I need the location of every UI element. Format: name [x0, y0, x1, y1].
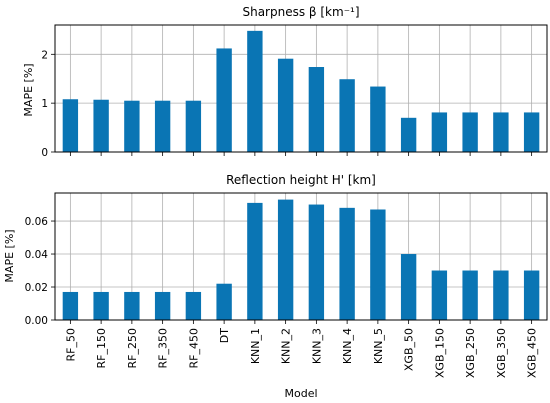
x-tick-label: RF_150 — [95, 328, 108, 368]
chart-title: Reflection height H' [km] — [226, 173, 376, 187]
x-tick-label: XGB_250 — [464, 328, 477, 378]
bar — [431, 270, 448, 320]
bar — [216, 283, 232, 320]
bar — [308, 204, 325, 320]
x-tick-label: RF_350 — [157, 328, 170, 368]
y-tick-label: 2 — [41, 49, 48, 61]
bar — [185, 291, 202, 320]
bar — [277, 58, 294, 153]
bar — [523, 112, 540, 152]
chart-title: Sharpness β [km⁻¹] — [242, 5, 359, 19]
bar — [462, 112, 478, 152]
bar — [216, 48, 232, 153]
bar — [462, 270, 478, 320]
axes-frame — [54, 192, 548, 321]
y-tick-label: 0.06 — [25, 216, 49, 228]
y-axis-label: MAPE [%] — [3, 229, 16, 282]
bar — [62, 291, 79, 320]
y-tick-label: 1 — [41, 98, 48, 110]
x-tick-label: RF_50 — [64, 328, 77, 361]
x-tick-label: RF_450 — [187, 328, 200, 368]
bar — [400, 117, 417, 152]
y-tick-label: 0.04 — [25, 249, 49, 261]
bar — [339, 79, 355, 152]
y-tick-label: 0.00 — [25, 315, 48, 327]
bar — [370, 86, 386, 152]
x-tick-label: RF_250 — [126, 328, 139, 368]
x-tick-label: XGB_350 — [495, 328, 508, 378]
x-tick-label: KNN_5 — [372, 328, 385, 364]
bar — [93, 291, 109, 320]
bar — [62, 99, 79, 152]
sharpness-chart: Sharpness β [km⁻¹] MAPE [%] 0 1 2 — [22, 5, 548, 159]
bar — [370, 209, 386, 320]
bar — [493, 112, 509, 152]
axes-frame — [54, 24, 548, 153]
x-tick-label: XGB_450 — [526, 328, 539, 378]
plot-area: 0 1 2 — [41, 24, 548, 159]
bar — [431, 112, 448, 152]
y-axis-label: MAPE [%] — [22, 63, 35, 116]
x-tick-label: KNN_4 — [341, 328, 354, 364]
bar — [339, 207, 355, 320]
y-tick-label: 0 — [41, 147, 48, 159]
x-tick-label: KNN_3 — [310, 328, 323, 364]
bar — [154, 100, 171, 152]
x-tick-label: XGB_50 — [403, 328, 416, 371]
x-tick-label: XGB_150 — [433, 328, 446, 378]
bar — [308, 67, 325, 152]
y-tick-label: 0.02 — [25, 282, 48, 294]
reflection-height-chart: Reflection height H' [km] MAPE [%] Model… — [3, 173, 548, 400]
bar — [124, 291, 140, 320]
bar — [523, 270, 540, 320]
bar — [400, 254, 417, 320]
bar — [493, 270, 509, 320]
bar — [247, 30, 263, 152]
bar — [247, 202, 263, 320]
x-tick-label: KNN_2 — [280, 328, 293, 364]
bar — [277, 199, 294, 320]
x-tick-label: KNN_1 — [249, 328, 262, 364]
bar — [185, 100, 202, 152]
x-tick-label: DT — [218, 328, 231, 343]
x-axis-label: Model — [284, 387, 317, 400]
bar — [154, 291, 171, 320]
bar — [124, 100, 140, 152]
plot-area: 0.00 0.02 0.04 0.06 RF_50 RF_150 RF_250 RF_350 R… — [25, 192, 548, 378]
bar — [93, 99, 109, 152]
